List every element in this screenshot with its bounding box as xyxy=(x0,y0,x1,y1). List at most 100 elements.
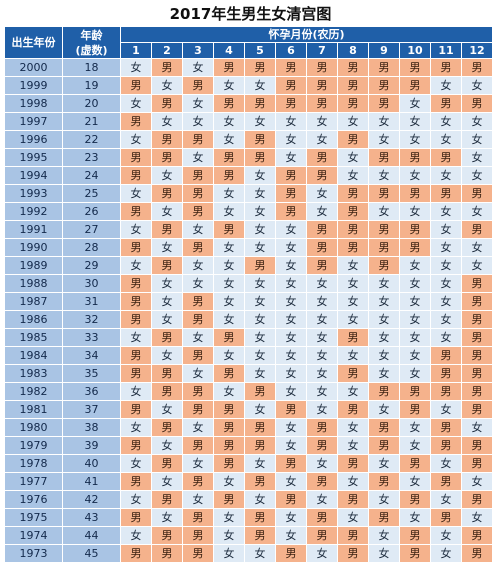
gender-cell: 女 xyxy=(306,544,338,563)
gender-cell: 男 xyxy=(182,544,214,563)
age-cell: 32 xyxy=(62,310,121,329)
gender-cell: 男 xyxy=(151,256,183,275)
gender-cell: 男 xyxy=(399,220,431,239)
gender-cell: 女 xyxy=(275,382,307,401)
gender-cell: 男 xyxy=(213,490,245,509)
gender-cell: 女 xyxy=(151,472,183,491)
table-row: 2000 18 女男女男男男男男男男男男 xyxy=(4,58,493,77)
gender-cell: 男 xyxy=(430,382,462,401)
gender-cell: 女 xyxy=(151,292,183,311)
gender-cell: 女 xyxy=(275,526,307,545)
gender-cell: 男 xyxy=(337,202,369,221)
gender-cell: 男 xyxy=(151,184,183,203)
gender-cell: 男 xyxy=(368,472,400,491)
gender-cell: 女 xyxy=(213,544,245,563)
gender-cell: 女 xyxy=(399,202,431,221)
gender-cell: 女 xyxy=(306,346,338,365)
gender-cell: 男 xyxy=(244,94,276,113)
table-row: 1999 19 男女男女女男男男男男女女 xyxy=(4,76,493,95)
gender-cell: 女 xyxy=(461,418,493,437)
gender-cell: 女 xyxy=(182,454,214,473)
gender-cell: 女 xyxy=(244,112,276,131)
gender-cell: 女 xyxy=(182,256,214,275)
gender-cell: 男 xyxy=(182,346,214,365)
gender-cell: 男 xyxy=(306,94,338,113)
month-header-7: 7 xyxy=(306,42,338,59)
gender-cell: 女 xyxy=(368,400,400,419)
month-header-11: 11 xyxy=(430,42,462,59)
gender-cell: 男 xyxy=(399,238,431,257)
gender-cell: 男 xyxy=(337,220,369,239)
gender-cell: 女 xyxy=(461,130,493,149)
table-row: 1993 25 女男男女女男女男男男男男 xyxy=(4,184,493,203)
gender-cell: 女 xyxy=(213,382,245,401)
birth-year-cell: 1979 xyxy=(4,436,63,455)
gender-cell: 女 xyxy=(430,112,462,131)
gender-cell: 女 xyxy=(337,310,369,329)
gender-cell: 男 xyxy=(275,166,307,185)
gender-cell: 男 xyxy=(337,184,369,203)
gender-cell: 女 xyxy=(368,526,400,545)
gender-cell: 女 xyxy=(399,112,431,131)
gender-cell: 女 xyxy=(244,274,276,293)
gender-cell: 女 xyxy=(213,292,245,311)
gender-cell: 男 xyxy=(182,202,214,221)
birth-year-cell: 1974 xyxy=(4,526,63,545)
gender-cell: 女 xyxy=(337,148,369,167)
gender-cell: 男 xyxy=(461,94,493,113)
gender-cell: 女 xyxy=(368,454,400,473)
gender-cell: 男 xyxy=(399,490,431,509)
table-row: 1988 30 男女女女女女女女女女女男 xyxy=(4,274,493,293)
age-cell: 31 xyxy=(62,292,121,311)
gender-cell: 女 xyxy=(151,400,183,419)
gender-cell: 男 xyxy=(368,382,400,401)
birth-year-cell: 1989 xyxy=(4,256,63,275)
table-row: 1976 42 女男女男女男女男女男女男 xyxy=(4,490,493,509)
gender-cell: 女 xyxy=(151,112,183,131)
gender-cell: 女 xyxy=(430,544,462,563)
birth-year-cell: 1992 xyxy=(4,202,63,221)
age-header-line2: (虚数) xyxy=(75,43,108,57)
table-row: 1992 26 男女男女女男女男女女女女 xyxy=(4,202,493,221)
table-row: 1974 44 女男男女男女男男女男女男 xyxy=(4,526,493,545)
month-header-3: 3 xyxy=(182,42,214,59)
gender-cell: 女 xyxy=(306,454,338,473)
gender-cell: 男 xyxy=(306,508,338,527)
gender-cell: 男 xyxy=(151,148,183,167)
gender-cell: 男 xyxy=(337,400,369,419)
birth-year-cell: 1973 xyxy=(4,544,63,563)
gender-cell: 女 xyxy=(151,346,183,365)
gender-cell: 女 xyxy=(430,310,462,329)
age-header-line1: 年龄 xyxy=(80,28,103,42)
age-cell: 33 xyxy=(62,328,121,347)
gender-cell: 男 xyxy=(213,58,245,77)
gender-cell: 男 xyxy=(399,382,431,401)
gender-cell: 女 xyxy=(306,112,338,131)
gender-cell: 男 xyxy=(430,364,462,383)
month-header-12: 12 xyxy=(461,42,493,59)
gender-cell: 男 xyxy=(306,526,338,545)
gender-cell: 女 xyxy=(461,148,493,167)
gender-cell: 女 xyxy=(306,274,338,293)
gender-cell: 女 xyxy=(275,274,307,293)
birth-year-cell: 1975 xyxy=(4,508,63,527)
gender-cell: 男 xyxy=(399,544,431,563)
gender-cell: 男 xyxy=(213,220,245,239)
gender-cell: 男 xyxy=(182,130,214,149)
gender-cell: 女 xyxy=(399,508,431,527)
age-cell: 26 xyxy=(62,202,121,221)
gender-cell: 女 xyxy=(213,112,245,131)
birth-year-cell: 2000 xyxy=(4,58,63,77)
gender-cell: 女 xyxy=(182,58,214,77)
year-column-header: 出生年份 xyxy=(4,26,63,59)
gender-cell: 女 xyxy=(399,364,431,383)
gender-cell: 男 xyxy=(430,472,462,491)
gender-cell: 女 xyxy=(368,544,400,563)
birth-year-cell: 1994 xyxy=(4,166,63,185)
gender-cell: 女 xyxy=(368,346,400,365)
gender-cell: 男 xyxy=(244,382,276,401)
gender-cell: 男 xyxy=(120,274,152,293)
gender-cell: 女 xyxy=(399,292,431,311)
gender-cell: 女 xyxy=(120,382,152,401)
